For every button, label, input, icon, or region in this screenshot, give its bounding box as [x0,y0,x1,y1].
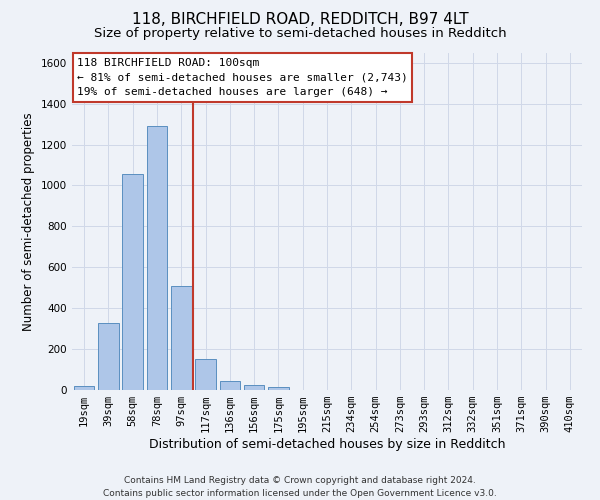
Bar [98,322,119,390]
Bar [74,386,94,390]
Bar [244,385,265,390]
Text: 118 BIRCHFIELD ROAD: 100sqm
← 81% of semi-detached houses are smaller (2,743)
19: 118 BIRCHFIELD ROAD: 100sqm ← 81% of sem… [77,58,408,97]
Bar [171,286,191,390]
Text: Contains HM Land Registry data © Crown copyright and database right 2024.
Contai: Contains HM Land Registry data © Crown c… [103,476,497,498]
Y-axis label: Number of semi-detached properties: Number of semi-detached properties [22,112,35,330]
X-axis label: Distribution of semi-detached houses by size in Redditch: Distribution of semi-detached houses by … [149,438,505,451]
Bar [146,126,167,390]
Bar [195,360,216,390]
Bar [268,387,289,390]
Bar [220,381,240,390]
Text: Size of property relative to semi-detached houses in Redditch: Size of property relative to semi-detach… [94,28,506,40]
Bar [122,174,143,390]
Text: 118, BIRCHFIELD ROAD, REDDITCH, B97 4LT: 118, BIRCHFIELD ROAD, REDDITCH, B97 4LT [131,12,469,28]
